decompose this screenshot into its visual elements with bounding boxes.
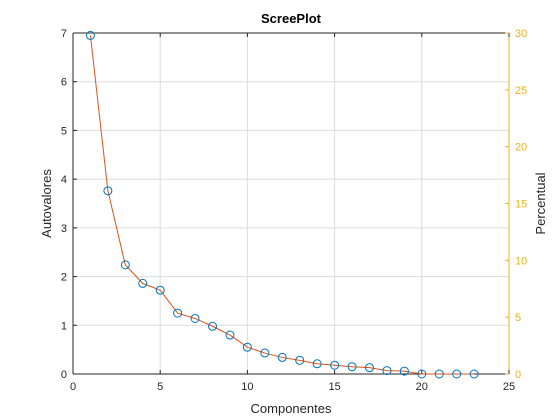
data-point — [242, 342, 252, 352]
x-axis-title: Componentes — [251, 401, 332, 416]
y2-tick-label: 10 — [515, 255, 527, 267]
y-tick-label: 2 — [61, 272, 67, 284]
data-point — [138, 278, 148, 288]
data-point — [434, 369, 444, 379]
data-point — [347, 362, 357, 372]
data-point — [417, 369, 427, 379]
data-point — [277, 352, 287, 362]
data-point — [173, 308, 183, 318]
data-point — [399, 366, 409, 376]
data-point — [208, 321, 218, 331]
y-tick-label: 4 — [61, 174, 67, 186]
plot-area — [73, 33, 509, 374]
y2-tick-label: 0 — [515, 369, 521, 381]
y-tick-label: 5 — [61, 125, 67, 137]
y-tick-label: 1 — [61, 320, 67, 332]
y-tick-label: 3 — [61, 223, 67, 235]
series — [85, 30, 479, 379]
y2-tick-label: 30 — [515, 28, 527, 40]
data-point — [103, 186, 113, 196]
y-axis-title: Autovalores — [39, 169, 54, 238]
y2-tick-label: 20 — [515, 142, 527, 154]
data-point — [469, 369, 479, 379]
data-point — [190, 313, 200, 323]
x-tick-label: 10 — [241, 381, 253, 393]
y2-tick-label: 25 — [515, 85, 527, 97]
y-tick-label: 0 — [61, 369, 67, 381]
y-tick-label: 7 — [61, 28, 67, 40]
x-tick-label: 20 — [416, 381, 428, 393]
data-point — [312, 359, 322, 369]
chart-title: ScreePlot — [261, 11, 322, 26]
y2-tick-label: 5 — [515, 312, 521, 324]
data-point — [120, 260, 130, 270]
grid-lines — [73, 33, 509, 374]
data-point — [85, 30, 95, 40]
data-point — [364, 363, 374, 373]
data-point — [225, 330, 235, 340]
data-point — [382, 366, 392, 376]
y2-axis-title: Percentual — [533, 172, 548, 234]
data-point — [452, 369, 462, 379]
y-tick-label: 6 — [61, 77, 67, 89]
x-tick-label: 15 — [328, 381, 340, 393]
data-point — [260, 348, 270, 358]
x-tick-label: 5 — [157, 381, 163, 393]
series-line — [89, 35, 475, 375]
x-tick-label: 0 — [70, 381, 76, 393]
x-tick-label: 25 — [503, 381, 515, 393]
data-point — [330, 360, 340, 370]
data-point — [155, 285, 165, 295]
y2-tick-label: 15 — [515, 199, 527, 211]
data-point — [295, 355, 305, 365]
